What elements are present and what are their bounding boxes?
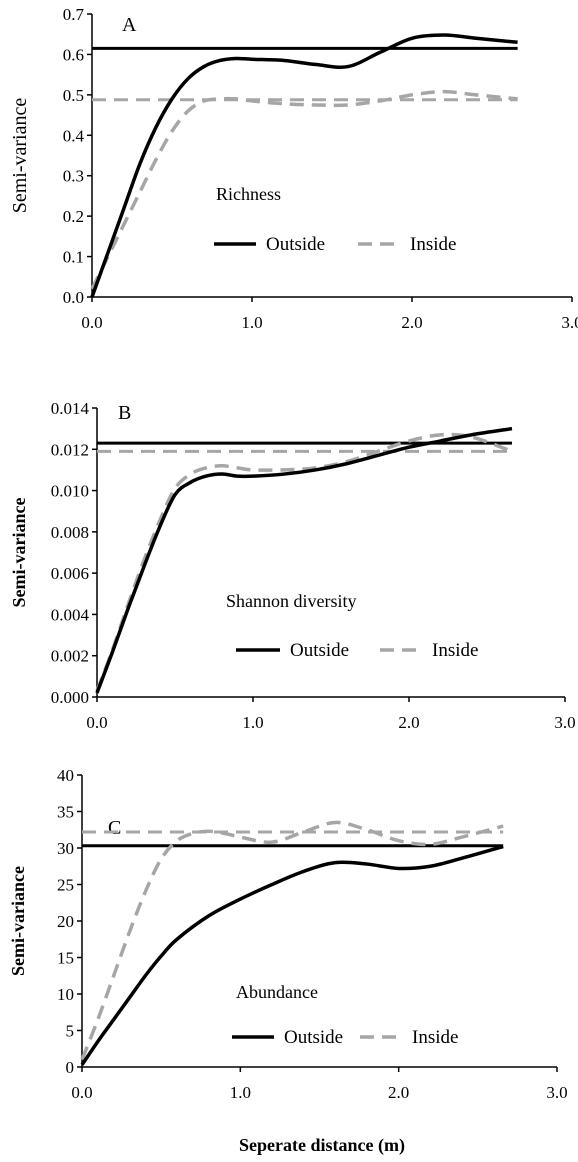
x-tick-label: 1.0 [241, 313, 262, 332]
y-tick-label: 0.6 [63, 45, 84, 64]
x-tick-label: 2.0 [398, 713, 419, 732]
y-tick-label: 0.2 [63, 207, 84, 226]
y-axis-label: Semi-variance [9, 498, 29, 608]
panel-a-richness: 0.0 0.1 0.2 0.3 0.4 0.5 0.6 0.7 0.0 1.0 2.0 3.0 Semi… [9, 5, 578, 332]
y-tick-label: 0.010 [51, 482, 89, 501]
y-tick-label: 0.014 [51, 399, 90, 418]
panel-letter: B [118, 402, 131, 424]
y-tick-label: 0.012 [51, 440, 89, 459]
y-tick-label: 35 [57, 803, 74, 822]
x-tick-label: 3.0 [546, 1083, 567, 1102]
y-tick-label: 20 [57, 912, 74, 931]
panel-c-abundance: 0 5 10 15 20 25 30 35 40 0.0 1.0 2.0 3.0 Semi-varianc… [8, 766, 568, 1102]
x-tick-label: 3.0 [554, 713, 575, 732]
outside-series-line [90, 33, 518, 298]
inside-series-line [90, 89, 518, 290]
y-tick-label: 0.008 [51, 523, 89, 542]
legend-inside-label: Inside [432, 640, 478, 661]
x-tick-label: 1.0 [230, 1083, 251, 1102]
y-tick-label: 5 [66, 1022, 75, 1041]
inside-series-line [95, 432, 513, 692]
y-tick-label: 15 [57, 949, 74, 968]
y-tick-label: 30 [57, 839, 74, 858]
x-tick-label: 0.0 [81, 313, 102, 332]
y-tick-label: 0.5 [63, 86, 84, 105]
y-tick-label: 0.002 [51, 647, 89, 666]
outside-series-line [95, 426, 513, 694]
y-axis-label: Semi-variance [9, 98, 31, 214]
panel-title: Richness [216, 184, 281, 204]
y-tick-label: 0.1 [63, 248, 84, 267]
x-tick-label: 0.0 [71, 1083, 92, 1102]
x-tick-label: 0.0 [86, 713, 107, 732]
y-tick-label: 0.4 [63, 126, 85, 145]
outside-series-line [80, 844, 504, 1066]
x-tick-label: 3.0 [561, 313, 578, 332]
y-tick-label: 40 [57, 766, 74, 785]
y-tick-label: 0.000 [51, 688, 89, 707]
y-tick-label: 0.004 [51, 605, 90, 624]
legend-outside-label: Outside [290, 640, 349, 661]
y-tick-label: 10 [57, 985, 74, 1004]
legend-outside-label: Outside [284, 1027, 343, 1048]
y-tick-label: 0 [66, 1058, 75, 1077]
x-tick-label: 2.0 [401, 313, 422, 332]
x-tick-label: 2.0 [388, 1083, 409, 1102]
x-axis-label: Seperate distance (m) [239, 1135, 405, 1156]
y-tick-label: 0.7 [63, 5, 85, 24]
y-tick-label: 25 [57, 876, 74, 895]
panel-letter: C [108, 817, 121, 839]
legend-inside-label: Inside [410, 234, 456, 255]
y-tick-label: 0.006 [51, 564, 89, 583]
panel-title: Shannon diversity [226, 591, 357, 611]
y-tick-label: 0.3 [63, 167, 84, 186]
y-tick-label: 0.0 [63, 288, 84, 307]
panel-title: Abundance [236, 982, 318, 1002]
legend-inside-label: Inside [412, 1027, 458, 1048]
panel-letter: A [122, 14, 137, 36]
x-tick-label: 1.0 [242, 713, 263, 732]
inside-series-line [80, 820, 504, 1061]
y-axis-label: Semi-variance [8, 866, 28, 976]
legend-outside-label: Outside [266, 234, 325, 255]
panel-b-shannon-diversity: 0.000 0.002 0.004 0.006 0.008 0.010 0.012 0.014… [9, 399, 576, 732]
